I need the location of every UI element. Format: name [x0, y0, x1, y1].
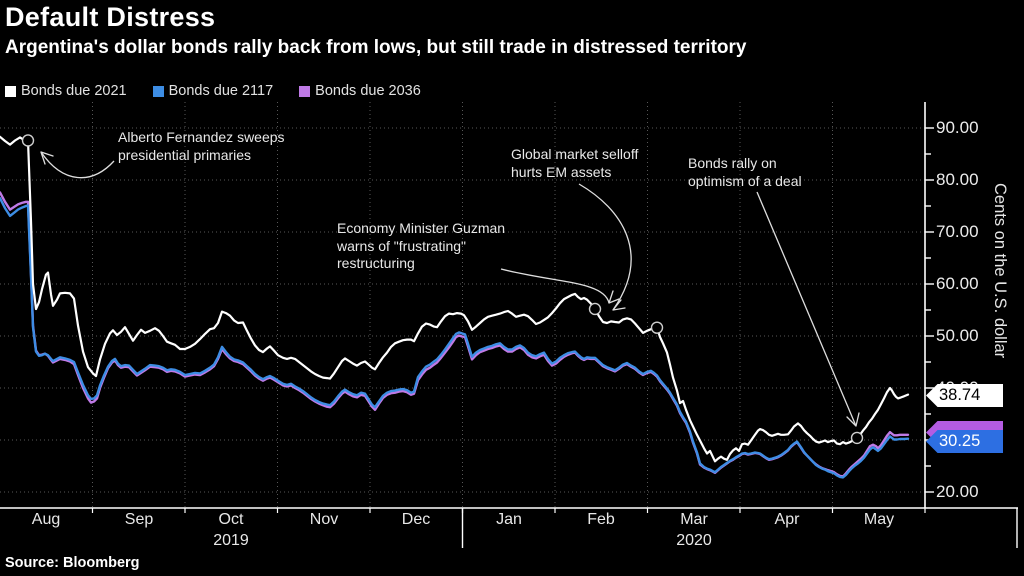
annotation-arrow-rally	[756, 191, 857, 427]
chart-title: Default Distress	[5, 2, 216, 32]
y-tick-90: 90.00	[936, 118, 979, 137]
y-tick-80: 80.00	[936, 170, 979, 189]
y-tick-50: 50.00	[936, 326, 979, 345]
x-tick-feb: Feb	[587, 511, 615, 528]
x-tick-mar: Mar	[680, 511, 708, 528]
annotation-arrow-guzman	[500, 268, 610, 304]
event-marker	[588, 302, 602, 316]
annotation-arrow-selloff	[578, 183, 632, 311]
legend-swatch-2021-icon	[5, 85, 16, 97]
x-year-2019: 2019	[213, 532, 249, 549]
event-marker	[21, 134, 35, 147]
annotation-arrowhead-guzman	[608, 290, 620, 304]
y-tick-60: 60.00	[936, 274, 979, 293]
x-tick-jan: Jan	[496, 511, 522, 528]
legend-label-2021: Bonds due 2021	[21, 83, 127, 99]
series-line-bonds-due-2021	[0, 135, 910, 463]
legend-label-2117: Bonds due 2117	[168, 83, 274, 99]
annotation-arrow-fernandez	[40, 151, 115, 179]
x-tick-sep: Sep	[124, 511, 154, 528]
series-line-bonds-due-2117	[0, 196, 910, 479]
x-tick-dec: Dec	[401, 511, 431, 528]
annotation-arrowhead-fernandez	[40, 151, 54, 165]
last-price-tag-2021: 38.74	[926, 384, 1003, 407]
chart-subtitle: Argentina's dollar bonds rally back from…	[5, 37, 747, 58]
annotation-rally: Bonds rally on optimism of a deal	[688, 155, 802, 189]
annotation-guzman: Economy Minister Guzman warns of "frustr…	[337, 220, 506, 272]
last-price-tag-2117: 30.25	[926, 430, 1003, 453]
x-tick-aug: Aug	[31, 511, 61, 528]
event-marker	[850, 431, 864, 445]
x-tick-may: May	[863, 511, 895, 528]
legend-label-2036: Bonds due 2036	[315, 83, 421, 99]
annotation-fernandez: Alberto Fernandez sweeps presidential pr…	[118, 129, 285, 163]
legend-swatch-2036-icon	[299, 85, 311, 97]
x-tick-apr: Apr	[774, 511, 800, 528]
x-tick-nov: Nov	[309, 511, 339, 528]
legend-item-bonds-2117: Bonds due 2117	[152, 83, 274, 99]
event-marker	[650, 321, 664, 334]
y-tick-70: 70.00	[936, 222, 979, 241]
y-axis-title: Cents on the U.S. dollar	[991, 183, 1009, 359]
x-year-2020: 2020	[676, 532, 712, 549]
y-tick-20: 20.00	[936, 482, 979, 501]
legend: Bonds due 2021 Bonds due 2117 Bonds due …	[5, 83, 421, 99]
source-credit: Source: Bloomberg	[5, 555, 140, 571]
legend-swatch-2117-icon	[152, 85, 164, 97]
annotation-arrowhead-selloff	[612, 299, 626, 311]
legend-item-bonds-2036: Bonds due 2036	[299, 83, 421, 99]
x-tick-oct: Oct	[218, 511, 244, 528]
annotation-selloff: Global market selloff hurts EM assets	[511, 146, 639, 180]
annotation-arrowhead-rally	[846, 412, 860, 427]
legend-item-bonds-2021: Bonds due 2021	[5, 83, 127, 99]
